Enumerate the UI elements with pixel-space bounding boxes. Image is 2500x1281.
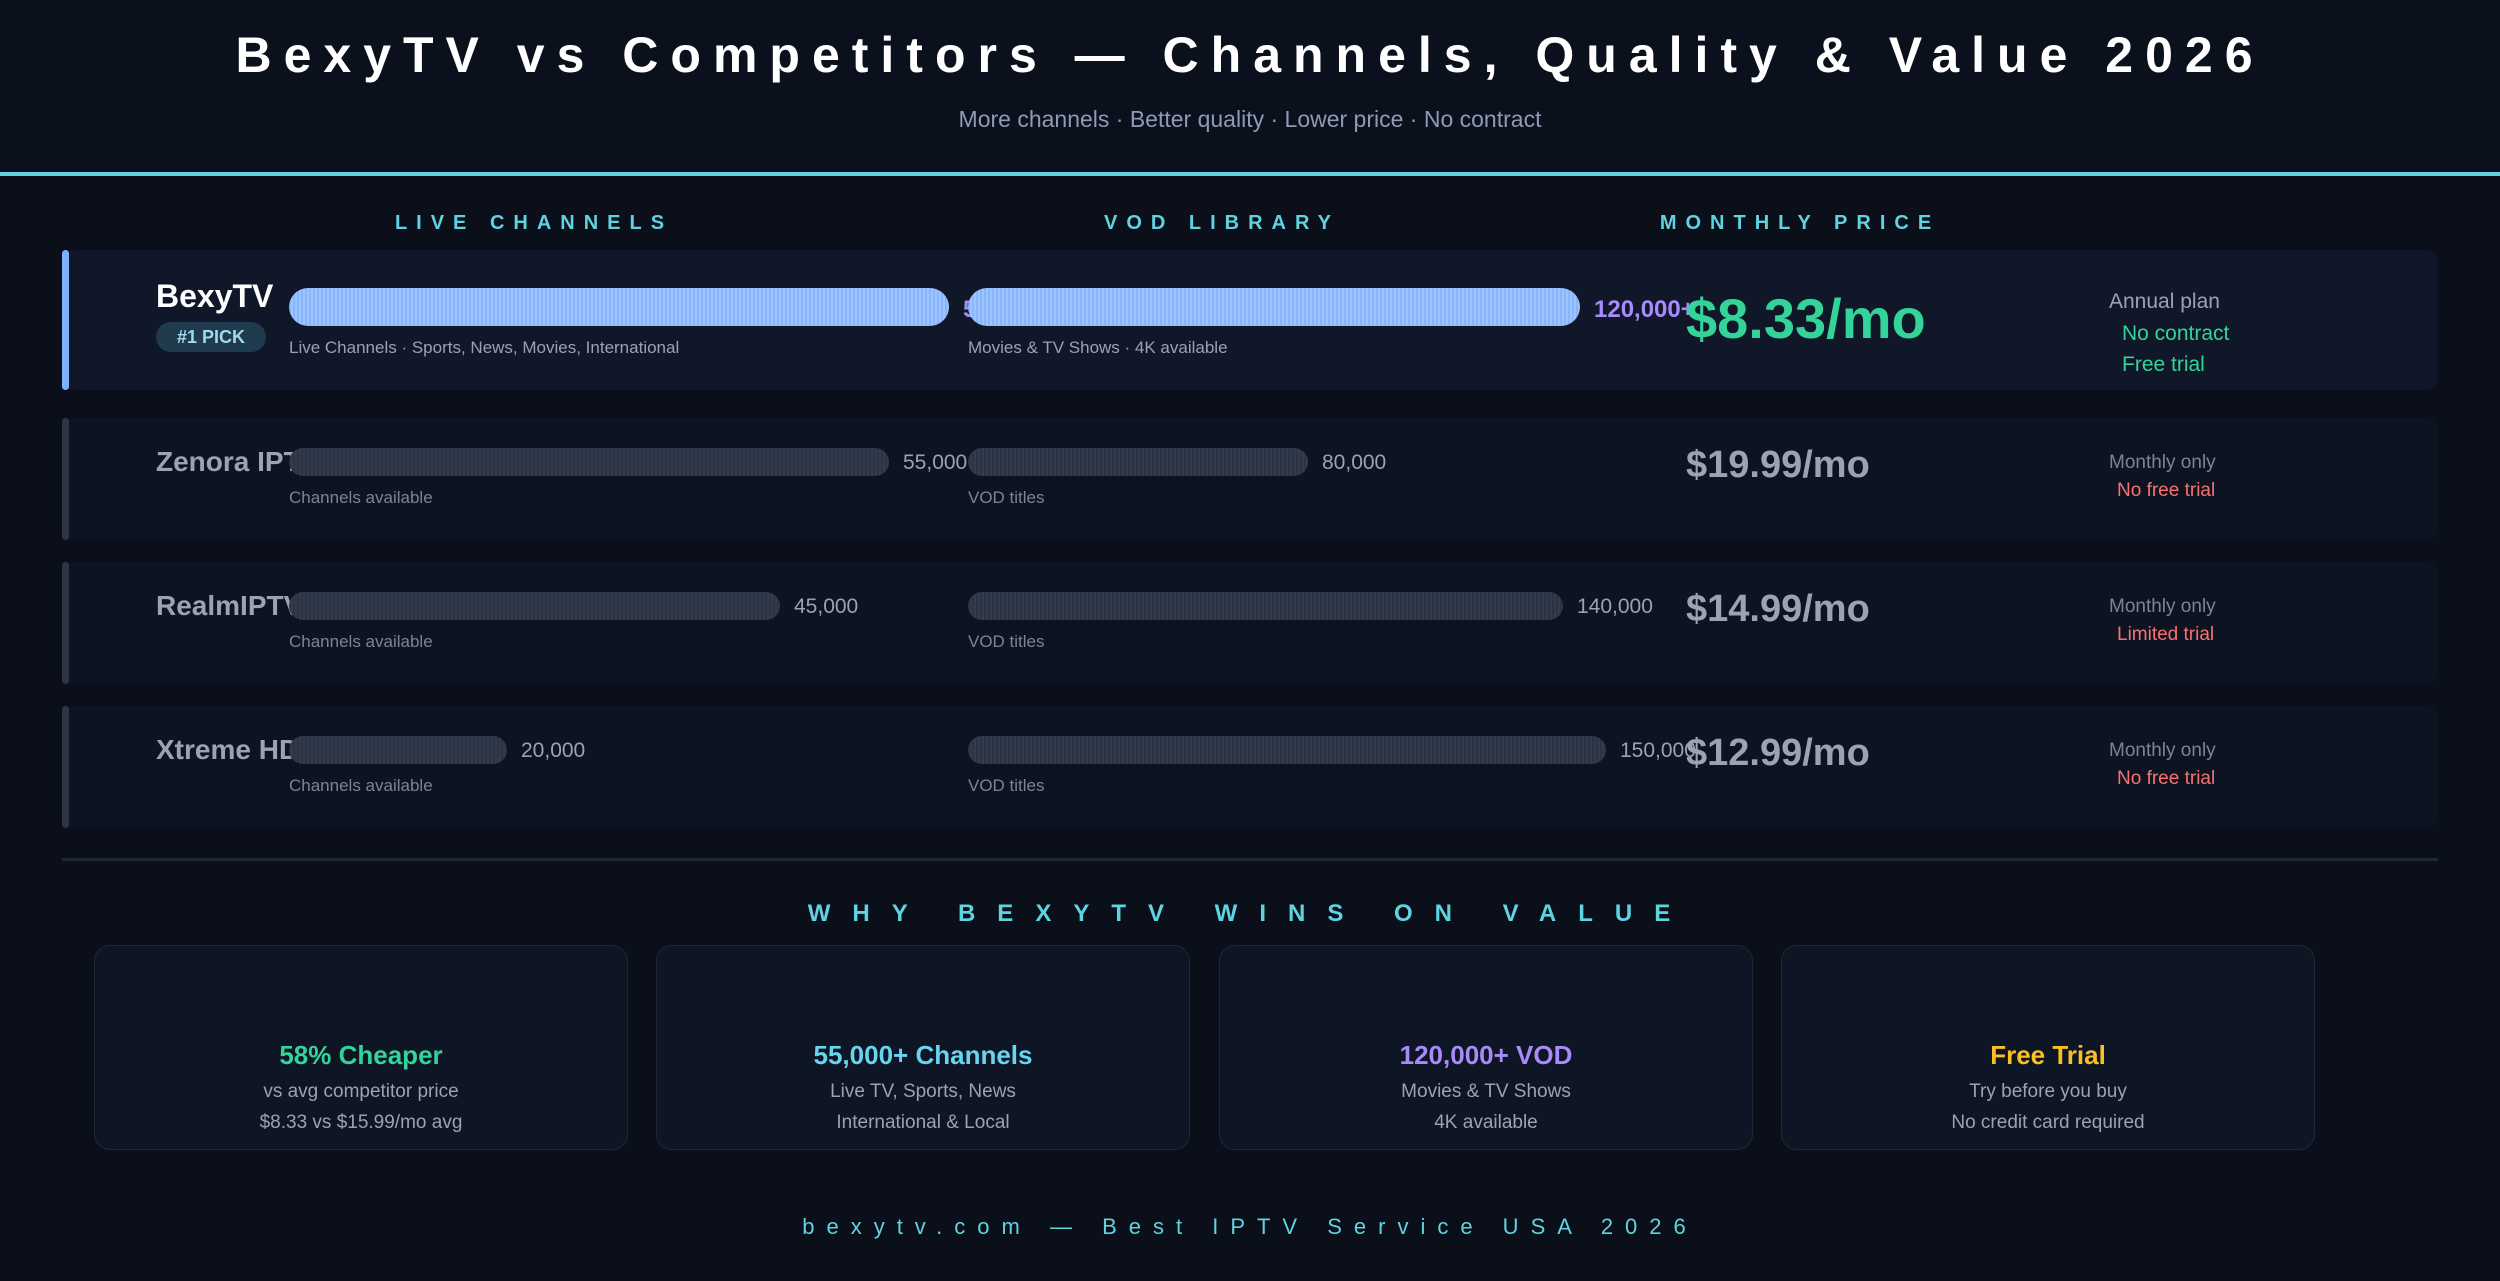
plan-note: Annual plan xyxy=(2109,290,2220,313)
value-card-line: 4K available xyxy=(1434,1112,1538,1133)
row-accent-bar xyxy=(62,562,69,684)
price-value: $14.99/mo xyxy=(1686,588,1870,630)
page-title: BexyTV vs Competitors — Channels, Qualit… xyxy=(235,27,2265,83)
vod-bar xyxy=(968,592,1563,620)
channels-bar xyxy=(289,288,949,326)
table-row: Zenora IPTV 55,000 Channels available 80,00… xyxy=(62,418,2438,540)
price-value: $8.33/mo xyxy=(1686,287,1926,350)
table-row: RealmIPTV 45,000 Channels available 140,000… xyxy=(62,562,2438,684)
channels-value-label: 55,000 xyxy=(903,451,968,474)
channels-bar xyxy=(289,736,507,764)
provider-name: RealmIPTV xyxy=(156,590,303,621)
trial-note: No free trial xyxy=(2117,480,2216,501)
channels-caption: Channels available xyxy=(289,488,433,507)
channels-caption: Channels available xyxy=(289,776,433,795)
value-card-channels: 55,000+ Channels Live TV, Sports, News I… xyxy=(656,945,1190,1150)
price-value: $12.99/mo xyxy=(1686,732,1870,774)
vod-caption: VOD titles xyxy=(968,488,1045,507)
header: BexyTV vs Competitors — Channels, Qualit… xyxy=(0,0,2500,176)
value-card-line: vs avg competitor price xyxy=(263,1081,459,1102)
channels-value-label: 45,000 xyxy=(794,595,859,618)
value-card-title: 58% Cheaper xyxy=(279,1040,443,1070)
table-row: BexyTV#1 PICK55,000+Live Channels · Spor… xyxy=(62,250,2438,390)
trial-note: No free trial xyxy=(2117,768,2216,789)
value-card-vod: 120,000+ VOD Movies & TV Shows 4K availa… xyxy=(1219,945,1753,1150)
value-card-line: International & Local xyxy=(836,1112,1010,1133)
plan-note: Monthly only xyxy=(2109,452,2216,473)
value-card-line: Try before you buy xyxy=(1969,1081,2127,1102)
column-header-live-channels: LIVE CHANNELS xyxy=(394,212,674,234)
vod-value-label: 140,000 xyxy=(1577,595,1653,618)
footer-text: bexytv.com — Best IPTV Service USA 2026 xyxy=(802,1214,1698,1239)
plan-note: Monthly only xyxy=(2109,740,2216,761)
vod-bar xyxy=(968,448,1308,476)
vod-bar xyxy=(968,736,1606,764)
value-card-title: 120,000+ VOD xyxy=(1399,1040,1573,1070)
channels-bar xyxy=(289,448,889,476)
vod-caption: VOD titles xyxy=(968,632,1045,651)
table-row: Xtreme HD IPTV 20,000 Channels available 15… xyxy=(62,706,2438,828)
section-divider xyxy=(62,858,2438,861)
trial-note: No contract xyxy=(2122,322,2230,345)
provider-name: BexyTV xyxy=(156,278,274,314)
vod-value-label: 150,000 xyxy=(1620,739,1696,762)
vod-caption: VOD titles xyxy=(968,776,1045,795)
value-card-line: Live TV, Sports, News xyxy=(830,1081,1016,1102)
vod-value-label: 120,000+ xyxy=(1594,296,1695,323)
page-subtitle: More channels · Better quality · Lower p… xyxy=(958,106,1542,132)
channels-caption: Channels available xyxy=(289,632,433,651)
row-accent-bar xyxy=(62,706,69,828)
column-header-monthly-price: MONTHLY PRICE xyxy=(1659,212,1941,234)
row-accent-bar xyxy=(62,418,69,540)
vod-bar xyxy=(968,288,1580,326)
channels-caption: Live Channels · Sports, News, Movies, In… xyxy=(289,338,680,357)
value-card-line: No credit card required xyxy=(1951,1112,2145,1133)
channels-value-label: 20,000 xyxy=(521,739,586,762)
value-card-title: Free Trial xyxy=(1990,1040,2106,1070)
plan-note: Monthly only xyxy=(2109,596,2216,617)
vod-caption: Movies & TV Shows · 4K available xyxy=(968,338,1228,357)
rank-badge: #1 PICK xyxy=(156,322,266,352)
price-value: $19.99/mo xyxy=(1686,444,1870,486)
value-card-line: Movies & TV Shows xyxy=(1401,1081,1571,1102)
trial-note: Free trial xyxy=(2122,353,2205,376)
channels-bar xyxy=(289,592,780,620)
trial-note: Limited trial xyxy=(2117,624,2215,645)
value-card-title: 55,000+ Channels xyxy=(813,1040,1033,1070)
vod-value-label: 80,000 xyxy=(1322,451,1387,474)
value-card-cheaper: 58% Cheaper vs avg competitor price $8.3… xyxy=(94,945,628,1150)
row-accent-bar xyxy=(62,250,69,390)
value-card-free-trial: Free Trial Try before you buy No credit … xyxy=(1781,945,2315,1150)
value-card-line: $8.33 vs $15.99/mo avg xyxy=(259,1112,463,1133)
column-header-vod-library: VOD LIBRARY xyxy=(1103,212,1341,234)
value-section-title: WHY BEXYTV WINS ON VALUE xyxy=(807,900,1693,927)
